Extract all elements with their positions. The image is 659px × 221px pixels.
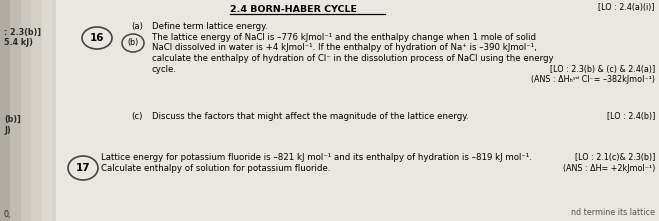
Text: (ANS : ΔH= +2kJmol⁻¹): (ANS : ΔH= +2kJmol⁻¹) <box>563 164 655 173</box>
Text: J): J) <box>4 126 11 135</box>
Text: The lattice energy of NaCl is –776 kJmol⁻¹ and the enthalpy change when 1 mole o: The lattice energy of NaCl is –776 kJmol… <box>152 33 536 42</box>
Text: (b)]: (b)] <box>4 115 21 124</box>
Text: Calculate enthalpy of solution for potassium fluoride.: Calculate enthalpy of solution for potas… <box>101 164 330 173</box>
Text: 16: 16 <box>90 33 104 43</box>
Bar <box>0 0 11 221</box>
Text: (b): (b) <box>127 38 138 48</box>
Text: 2.4 BORN-HABER CYCLE: 2.4 BORN-HABER CYCLE <box>230 5 357 14</box>
Bar <box>31 0 42 221</box>
Text: (a): (a) <box>131 22 143 31</box>
Text: Discuss the factors that might affect the magnitude of the lattice energy.: Discuss the factors that might affect th… <box>152 112 469 121</box>
Text: 0,: 0, <box>4 210 11 219</box>
Text: 5.4 kJ): 5.4 kJ) <box>4 38 33 47</box>
Text: cycle.: cycle. <box>152 65 177 74</box>
Text: Define term lattice energy.: Define term lattice energy. <box>152 22 268 31</box>
Text: Lattice energy for potassium fluoride is –821 kJ mol⁻¹ and its enthalpy of hydra: Lattice energy for potassium fluoride is… <box>101 153 532 162</box>
Text: [LO : 2.1(c)& 2.3(b)]: [LO : 2.1(c)& 2.3(b)] <box>575 153 655 162</box>
Bar <box>52 0 56 221</box>
Text: calculate the enthalpy of hydration of Cl⁻ in the dissolution process of NaCl us: calculate the enthalpy of hydration of C… <box>152 54 554 63</box>
Text: (c): (c) <box>131 112 142 121</box>
Bar <box>42 0 52 221</box>
Bar <box>21 0 31 221</box>
Bar <box>11 0 21 221</box>
Text: nd termine its lattice: nd termine its lattice <box>571 208 655 217</box>
Text: [LO : 2.4(b)]: [LO : 2.4(b)] <box>607 112 655 121</box>
Text: [LO : 2.3(b) & (c) & 2.4(a)]: [LO : 2.3(b) & (c) & 2.4(a)] <box>550 65 655 74</box>
Text: : 2.3(b)]: : 2.3(b)] <box>4 28 41 37</box>
Text: [LO : 2.4(a)(i)]: [LO : 2.4(a)(i)] <box>598 3 655 12</box>
Text: (ANS : ΔHₕʸᵈ Cl⁻= –382kJmol⁻¹): (ANS : ΔHₕʸᵈ Cl⁻= –382kJmol⁻¹) <box>531 75 655 84</box>
Text: NaCl dissolved in water is +4 kJmol⁻¹. If the enthalpy of hydration of Na⁺ is –3: NaCl dissolved in water is +4 kJmol⁻¹. I… <box>152 44 537 53</box>
Text: 17: 17 <box>76 163 90 173</box>
